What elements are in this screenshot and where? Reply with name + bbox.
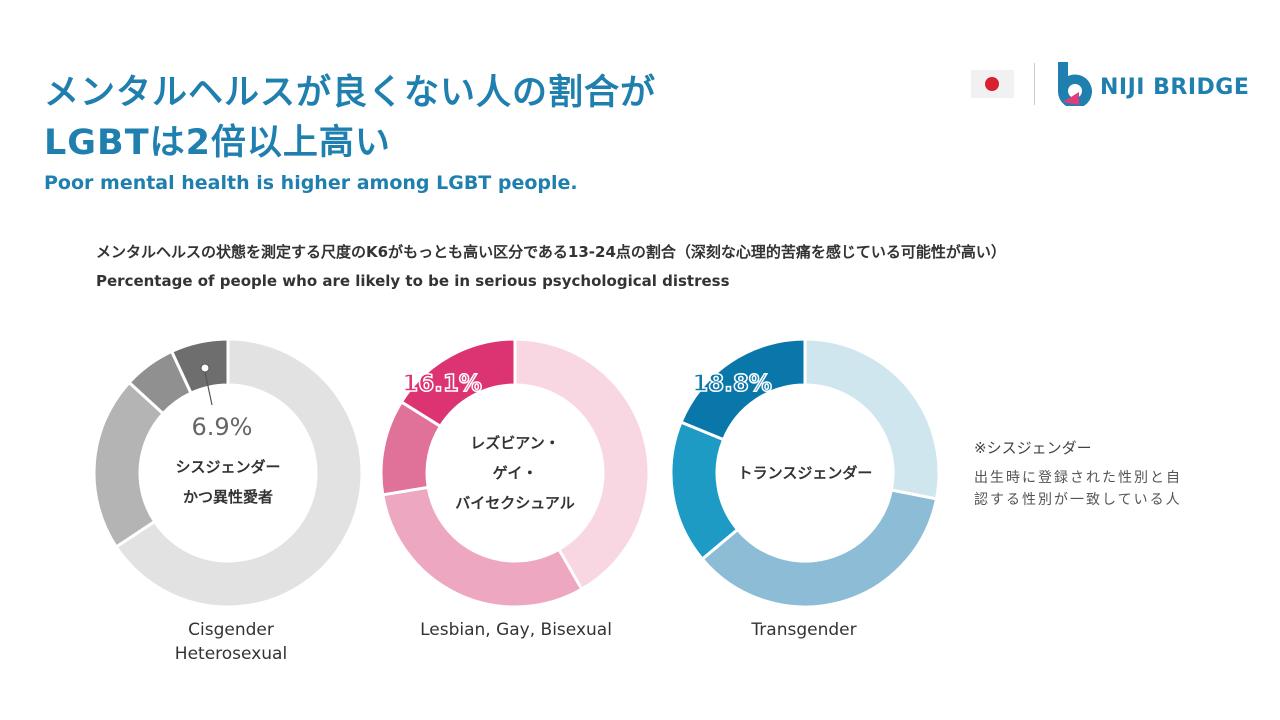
category-line: Lesbian, Gay, Bisexual bbox=[420, 620, 612, 640]
donut-segment bbox=[803, 337, 941, 501]
note-body: 出生時に登録された性別と自認する性別が一致している人 bbox=[974, 470, 1182, 508]
niji-bridge-logo-icon bbox=[1058, 62, 1092, 106]
donut-segment bbox=[679, 337, 807, 442]
center-label-line: かつ異性愛者 bbox=[182, 488, 273, 506]
description-jp: メンタルヘルスの状態を測定する尺度のK6がもっとも高い区分である13-24点の割… bbox=[96, 243, 1006, 261]
brand-name: NIJI BRIDGE bbox=[1100, 75, 1250, 100]
center-label-line: シスジェンダー bbox=[175, 458, 281, 476]
japan-flag-icon bbox=[971, 70, 1014, 98]
center-label-cis: シスジェンダー かつ異性愛者 bbox=[143, 452, 313, 512]
category-line: Cisgender bbox=[188, 620, 274, 640]
donut-segment bbox=[399, 337, 517, 429]
donut-segment bbox=[669, 420, 740, 562]
category-lgb: Lesbian, Gay, Bisexual bbox=[396, 618, 636, 642]
leader-line bbox=[204, 371, 213, 406]
donut-segment bbox=[169, 337, 230, 396]
page-subtitle: Poor mental health is higher among LGBT … bbox=[44, 172, 578, 194]
donut-segment bbox=[513, 337, 651, 592]
highlight-value-label: 16.1% bbox=[402, 371, 482, 397]
page-title-line1: メンタルヘルスが良くない人の割合が bbox=[44, 73, 657, 113]
donut-segment bbox=[114, 337, 364, 609]
leader-dot bbox=[200, 363, 210, 373]
divider bbox=[1034, 63, 1035, 105]
center-label-line: レズビアン・ bbox=[470, 434, 560, 452]
center-label-line: トランスジェンダー bbox=[737, 464, 873, 482]
donut-segment bbox=[700, 488, 939, 609]
highlight-value-label: 6.9% bbox=[192, 413, 253, 441]
description-en: Percentage of people who are likely to b… bbox=[96, 272, 730, 290]
highlight-value-label: 18.8% bbox=[692, 371, 772, 397]
category-line: Transgender bbox=[751, 620, 857, 640]
center-label-line: バイセクシュアル bbox=[455, 494, 575, 512]
center-label-lgb: レズビアン・ ゲイ・ バイセクシュアル bbox=[430, 428, 600, 518]
note-title: ※シスジェンダー bbox=[974, 439, 1092, 457]
category-line: Heterosexual bbox=[174, 644, 288, 664]
category-trans: Transgender bbox=[684, 618, 924, 642]
center-label-line: ゲイ・ bbox=[492, 464, 538, 482]
page-title-line2: LGBTは2倍以上高い bbox=[44, 123, 391, 163]
center-label-trans: トランスジェンダー bbox=[720, 458, 890, 488]
donut-segment bbox=[381, 485, 584, 609]
category-cis: Cisgender Heterosexual bbox=[111, 618, 351, 666]
